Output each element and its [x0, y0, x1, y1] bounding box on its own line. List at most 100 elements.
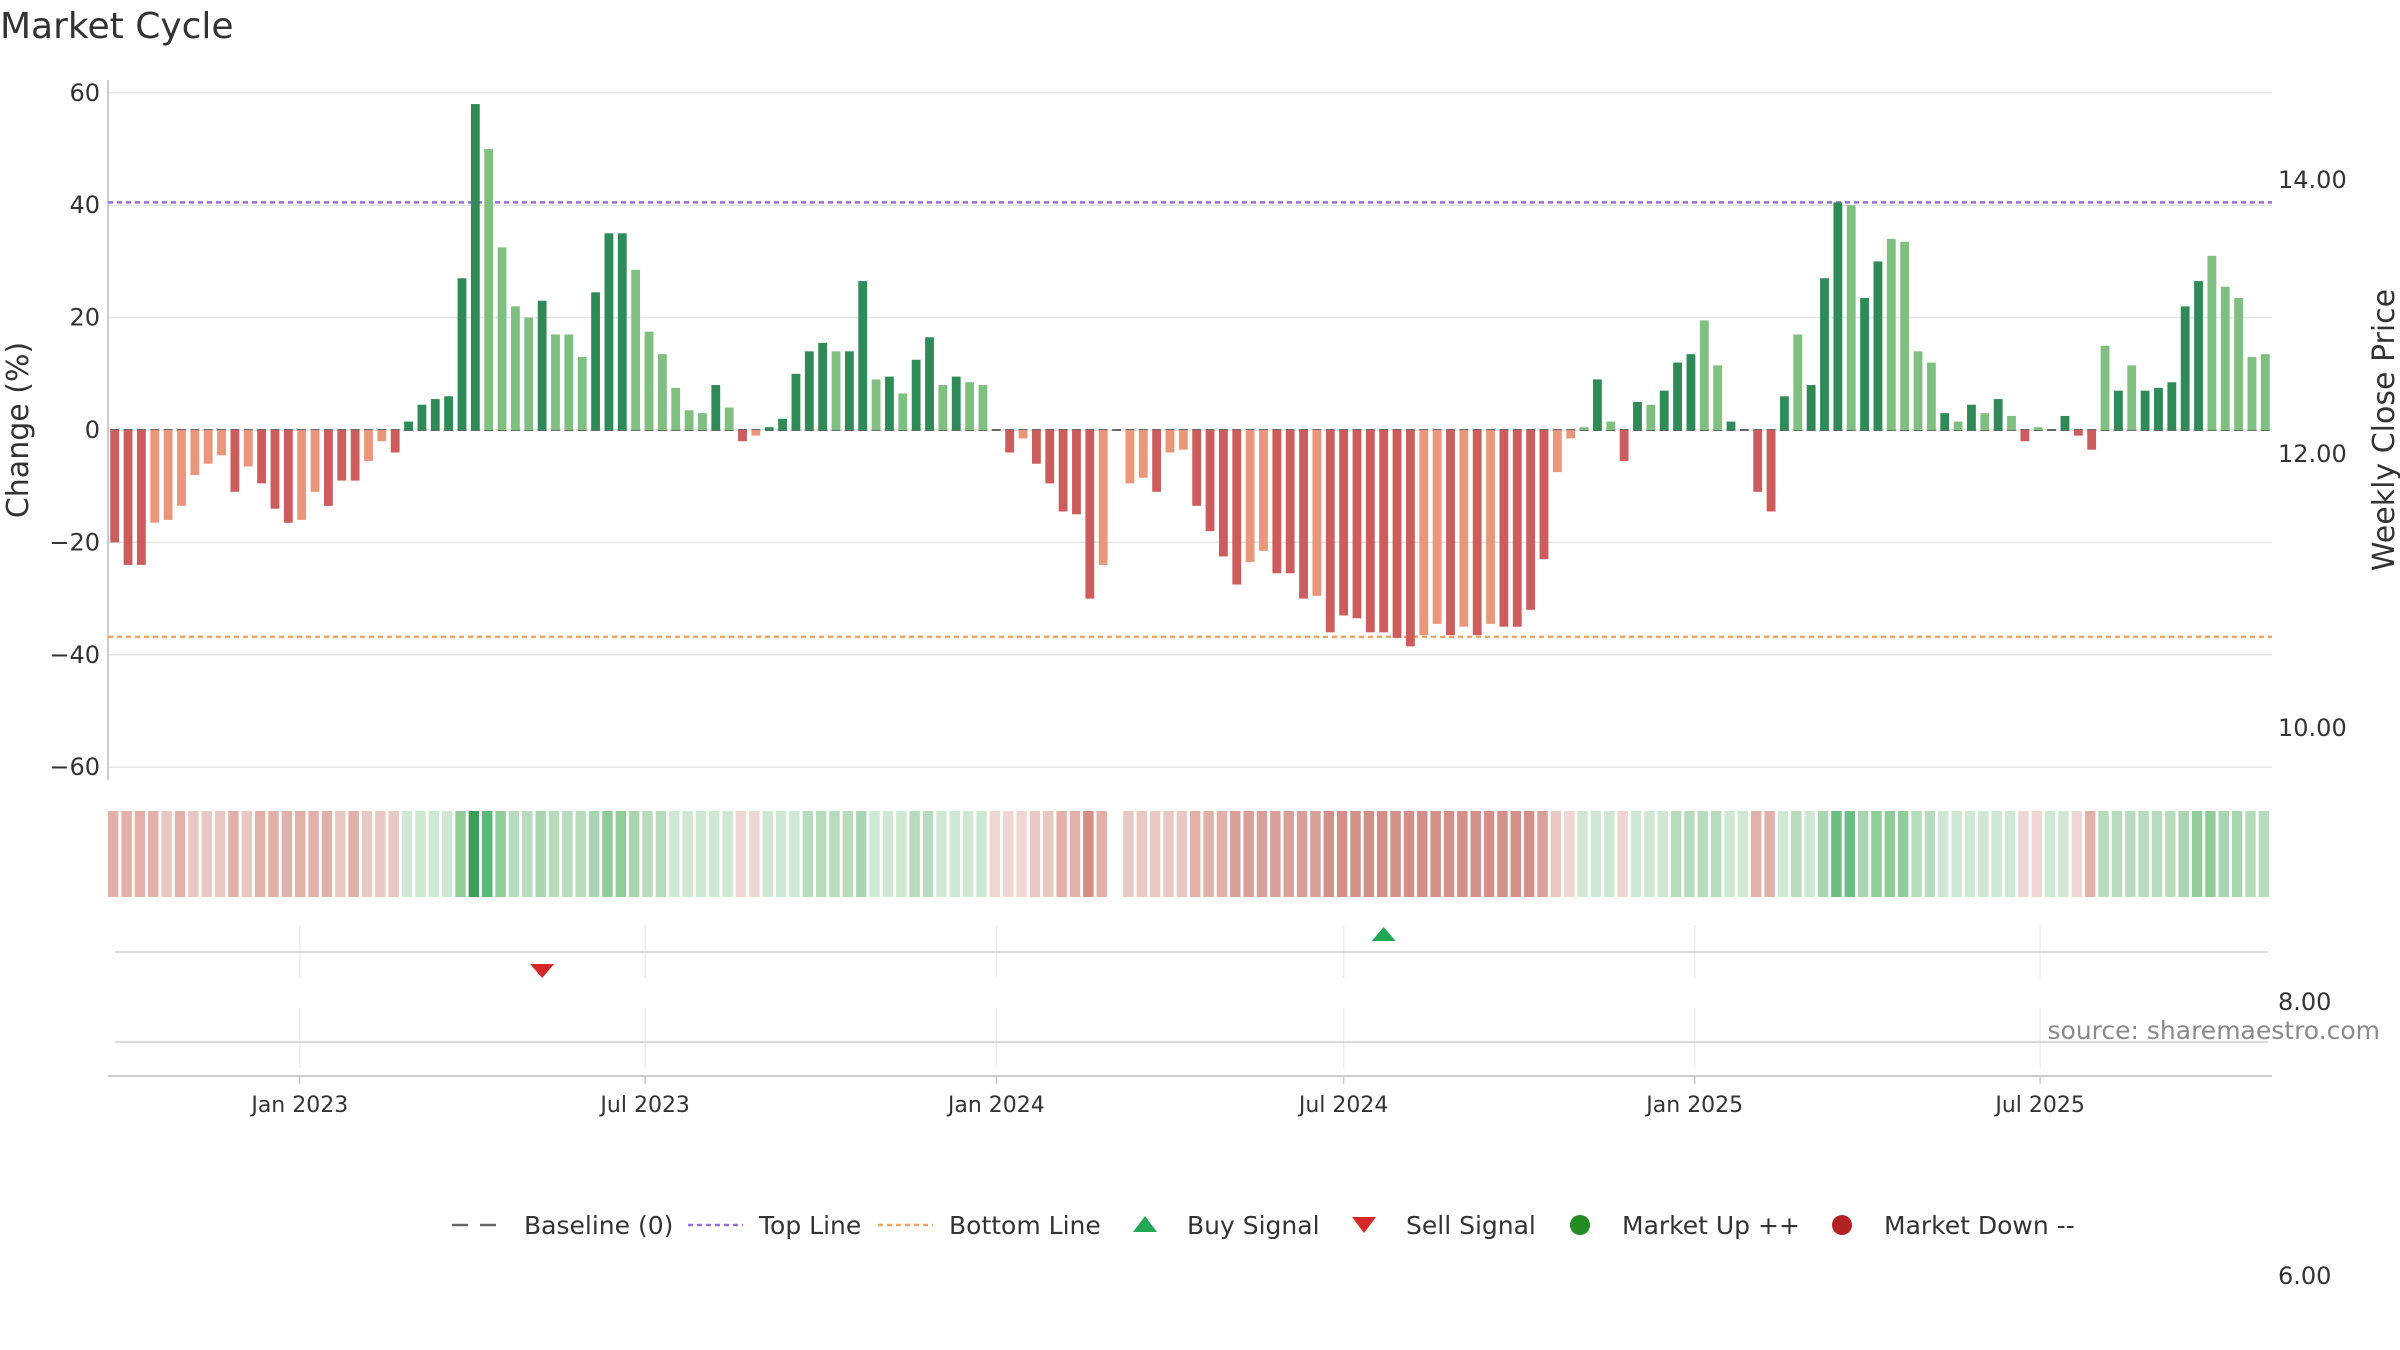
legend-label: Sell Signal: [1406, 1211, 1536, 1240]
strip-cell: [842, 811, 854, 897]
legend-item: Sell Signal: [1352, 1211, 1536, 1240]
change-bar: [2140, 390, 2150, 430]
strip-cell: [1256, 811, 1268, 897]
chart-title: Market Cycle: [0, 6, 234, 47]
change-bar: [1125, 430, 1135, 484]
strip-cell: [1510, 811, 1522, 897]
change-bar: [323, 430, 333, 506]
legend-market-down-icon: [1832, 1215, 1852, 1235]
change-bar: [738, 430, 747, 442]
change-bar: [551, 334, 560, 430]
strip-cell: [1377, 811, 1388, 897]
strip-cell: [201, 811, 212, 897]
legend-item: Bottom Line: [878, 1211, 1101, 1240]
change-bar: [564, 334, 574, 430]
strip-cell: [2084, 811, 2096, 897]
change-bar: [1232, 430, 1242, 585]
strip-cell: [2044, 811, 2056, 897]
change-bar: [1085, 430, 1095, 599]
strip-cell: [695, 811, 707, 897]
strip-cell: [829, 811, 840, 897]
change-bar: [1152, 430, 1162, 492]
change-bar: [310, 430, 320, 492]
strip-cell: [361, 811, 373, 897]
y-tick-label: 0: [85, 416, 100, 444]
strip-cell: [909, 811, 920, 897]
change-bar: [1886, 238, 1896, 430]
strip-cell: [1350, 811, 1361, 897]
change-bar: [1325, 430, 1335, 633]
strip-cell: [522, 811, 533, 897]
strip-cell: [1270, 811, 1281, 897]
strip-cell: [308, 811, 319, 897]
x-tick-labels: Jan 2023 Jul 2023 Jan 2024 Jul 2024 Jan 2025…: [249, 1076, 2085, 1118]
change-bar: [1753, 430, 1763, 492]
strip-cell: [1791, 811, 1802, 897]
strip-cell: [1176, 811, 1188, 897]
change-bar: [1526, 430, 1536, 610]
change-bar: [617, 233, 627, 430]
strip-cell: [1604, 811, 1615, 897]
change-bar: [337, 430, 347, 481]
change-bar: [2113, 390, 2123, 430]
change-bar: [671, 387, 681, 430]
change-bar: [417, 404, 427, 430]
change-bar: [163, 430, 173, 520]
change-bar: [724, 407, 734, 430]
change-bar: [1646, 404, 1656, 430]
strip-cell: [2138, 811, 2149, 897]
source-label: source: sharemaestro.com: [2048, 1016, 2381, 1045]
change-bar: [150, 430, 160, 523]
strip-cell: [1938, 811, 1949, 897]
change-bar: [1846, 205, 1856, 430]
y2-tick-label: 10.00: [2278, 714, 2347, 742]
strip-cell: [1083, 811, 1094, 897]
change-bar: [217, 430, 226, 456]
strip-cell: [989, 811, 1001, 897]
strip-cell: [856, 811, 867, 897]
change-bar: [858, 281, 868, 430]
change-bar: [1192, 430, 1202, 506]
strip-cell: [1403, 811, 1415, 897]
change-bar: [1018, 430, 1028, 439]
change-bar: [1072, 430, 1081, 515]
change-bar: [1686, 354, 1696, 430]
strip-cell: [134, 811, 146, 897]
legend-label: Market Down --: [1884, 1211, 2075, 1240]
change-bar: [604, 233, 614, 430]
strip-cell: [535, 811, 546, 897]
change-bar: [1459, 430, 1469, 627]
strip-cell: [2058, 811, 2069, 897]
x-tick-label: Jul 2024: [1297, 1093, 1389, 1118]
legend: Baseline (0) Top Line Bottom Line Buy Signa…: [452, 1211, 2075, 1240]
legend-label: Baseline (0): [524, 1211, 673, 1240]
legend-label: Top Line: [758, 1211, 861, 1240]
strip-cell: [1203, 811, 1214, 897]
change-bar: [230, 430, 240, 492]
change-bar: [1579, 427, 1589, 430]
change-bars: [110, 104, 2270, 647]
y2-tick-labels: 14.00 12.00 10.00 8.00 6.00: [2278, 166, 2347, 1290]
strip-cell: [2004, 811, 2016, 897]
sell-signal-marker: [530, 964, 555, 978]
change-bar: [1352, 430, 1362, 619]
change-bar: [965, 382, 975, 430]
change-bar: [377, 430, 387, 442]
change-bar: [1726, 421, 1736, 430]
strip-cell: [441, 811, 453, 897]
change-bar: [177, 430, 186, 506]
strip-cell: [1323, 811, 1334, 897]
change-bar: [951, 376, 961, 430]
strip-cell: [1590, 811, 1602, 897]
legend-buy-icon: [1133, 1216, 1157, 1232]
change-bar: [978, 385, 988, 430]
strip-cell: [321, 811, 333, 897]
strip-cell: [922, 811, 934, 897]
strip-cell: [2258, 811, 2270, 897]
strip-cell: [121, 811, 132, 897]
strip-cell: [669, 811, 680, 897]
change-bar: [1967, 404, 1976, 430]
strip-cell: [1483, 811, 1495, 897]
strip-cell: [1430, 811, 1441, 897]
strip-cell: [1136, 811, 1147, 897]
